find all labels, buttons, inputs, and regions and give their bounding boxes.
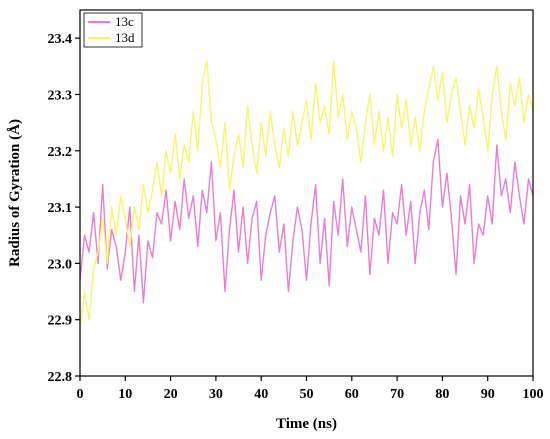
y-tick-label: 22.9: [48, 314, 73, 329]
x-tick-label: 0: [77, 387, 84, 402]
series-line-13d: [79, 60, 534, 332]
x-tick-label: 20: [164, 387, 178, 402]
x-axis-title: Time (ns): [276, 416, 337, 432]
series-layer: [79, 60, 534, 332]
series-line-13c: [79, 138, 534, 304]
x-tick-label: 100: [523, 387, 544, 402]
y-tick-label: 22.8: [48, 370, 73, 385]
plot-frame: [79, 9, 534, 377]
x-tick-label: 80: [435, 387, 449, 402]
y-tick-label: 23.0: [48, 257, 73, 272]
x-tick-label: 10: [118, 387, 132, 402]
y-tick-label: 23.1: [48, 201, 73, 216]
y-axis-title: Radius of Gyration (Å): [7, 119, 23, 267]
y-tick-label: 23.3: [48, 88, 73, 103]
y-tick-label: 23.2: [48, 145, 73, 160]
axes-layer: 0 10 20 30 40 50 60 70 80 90 100 22.8 22.9 23.0 23.1 23…: [48, 9, 544, 402]
legend-box: [83, 12, 143, 48]
x-tick-label: 60: [345, 387, 359, 402]
x-tick-label: 30: [209, 387, 223, 402]
x-tick-label: 40: [254, 387, 268, 402]
x-tick-label: 90: [481, 387, 495, 402]
x-tick-label: 70: [390, 387, 404, 402]
x-tick-label: 50: [300, 387, 314, 402]
legend-label-13d: 13d: [115, 30, 135, 45]
legend-label-13c: 13c: [115, 14, 134, 29]
y-tick-label: 23.4: [48, 32, 73, 47]
